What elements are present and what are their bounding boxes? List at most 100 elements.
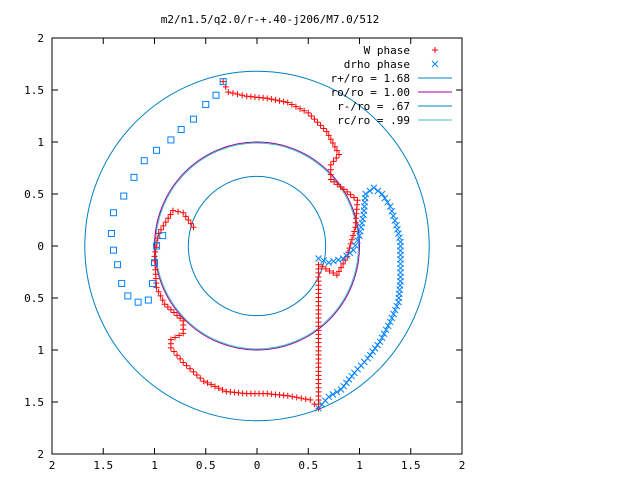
x-tick-label: 1 [356,459,363,472]
data-point [391,306,399,314]
data-point [339,255,347,262]
data-point [175,208,182,215]
data-point [170,309,177,316]
data-point [311,116,318,123]
data-point [305,109,312,116]
legend-swatch [431,60,439,68]
data-point [130,173,138,181]
data-point [347,240,354,247]
data-point [397,238,404,246]
data-point [170,348,177,355]
data-point [301,107,308,114]
data-point [298,395,305,402]
data-point [319,263,326,270]
data-point [378,190,386,198]
data-point [193,371,200,378]
data-point [190,224,197,231]
data-point [390,310,397,318]
data-point [225,89,232,96]
data-point [202,101,210,109]
data-point [161,301,168,308]
y-tick-label: 2 [37,32,44,45]
data-point [348,236,355,243]
data-point [357,223,365,231]
data-point [356,232,363,239]
legend-label: r+/ro = 1.68 [331,72,410,85]
data-point [220,78,227,85]
data-point [389,212,397,220]
data-point [344,188,351,195]
data-point [185,217,192,223]
data-point [177,315,184,322]
data-point [120,192,128,200]
data-point [307,396,314,403]
y-tick-label: 0 [37,240,44,253]
data-point [172,334,178,341]
data-point [155,230,162,237]
data-point [157,292,164,299]
y-tick-label: 0.5 [24,292,44,305]
data-point [369,348,376,356]
data-point [174,312,181,319]
data-point [333,272,340,279]
data-point [386,203,394,210]
data-point [160,222,167,229]
data-point [336,151,342,158]
data-point [208,381,215,388]
data-point [276,97,283,104]
y-tick-label: 1.5 [24,396,44,409]
data-point [234,91,241,98]
data-point [177,126,185,134]
data-point [374,341,381,349]
data-point [153,146,161,154]
data-point [223,388,230,395]
data-point [167,211,174,218]
series-2 [107,78,227,306]
data-point [386,318,394,326]
data-point [167,306,174,313]
data-point [320,125,327,132]
data-point [280,98,287,105]
data-point [148,279,156,287]
data-point [329,140,336,147]
data-point [329,391,337,398]
data-point [325,132,332,139]
data-point [394,226,401,233]
circle-3 [155,142,359,350]
data-point [272,96,279,103]
x-tick-label: 1 [151,459,158,472]
y-axis: 2 1.5 1 0.5 0 0.5 1 1.5 2 [24,32,462,461]
data-point [384,322,392,330]
data-point [134,298,142,306]
legend-label: r-/ro = .67 [337,100,410,113]
x-tick-label: 0 [254,459,261,472]
data-point [358,219,366,227]
data-point [151,259,158,267]
data-point [297,105,304,112]
data-points [107,78,404,412]
data-point [314,119,321,126]
x-tick-label: 0.5 [298,459,318,472]
data-point [359,215,367,223]
data-point [268,96,275,103]
data-point [110,209,117,217]
data-point [330,270,337,277]
data-point [229,90,236,97]
data-point [360,211,367,219]
data-point [124,292,132,300]
data-point [354,237,361,244]
data-point [320,257,327,264]
x-tick-label: 1.5 [93,459,113,472]
data-point [293,394,300,401]
data-point [340,186,347,193]
data-point [211,383,218,390]
data-point [189,115,197,123]
circle-0 [84,70,430,422]
data-point [388,314,396,322]
data-point [330,158,337,165]
data-point [155,288,162,295]
x-tick-label: 0.5 [196,459,216,472]
data-point [338,264,345,271]
chart-title: m2/n1.5/q2.0/r-+.40-j206/M7.0/512 [161,13,380,26]
